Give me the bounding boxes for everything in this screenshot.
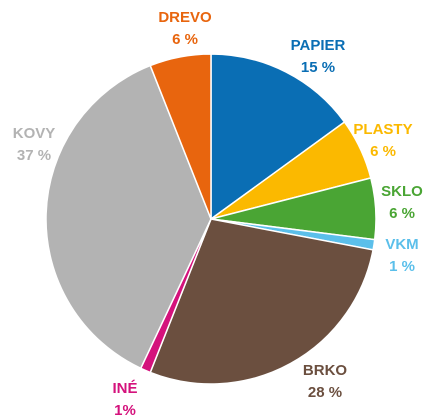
slice-value-label: 1 % bbox=[389, 258, 415, 275]
slice-value-label: 6 % bbox=[389, 205, 415, 222]
slice-label: VKM bbox=[385, 236, 418, 253]
slice-value-label: 6 % bbox=[370, 143, 396, 160]
slice-label: INÉ bbox=[112, 380, 137, 397]
slice-value-label: 1% bbox=[114, 402, 136, 416]
slice-value-label: 28 % bbox=[308, 384, 342, 401]
slice-label: PLASTY bbox=[353, 121, 412, 138]
slice-label: SKLO bbox=[381, 183, 423, 200]
pie-slice bbox=[149, 53, 212, 220]
slice-value-label: 6 % bbox=[172, 31, 198, 48]
slice-label: KOVY bbox=[13, 125, 56, 142]
pie-slice bbox=[45, 64, 212, 370]
pie-slice bbox=[210, 53, 346, 221]
slice-value-label: 15 % bbox=[301, 59, 335, 76]
slice-label: DREVO bbox=[158, 9, 212, 26]
slice-label: PAPIER bbox=[291, 37, 346, 54]
slice-label: BRKO bbox=[303, 362, 347, 379]
slice-value-label: 37 % bbox=[17, 147, 51, 164]
pie-slice bbox=[149, 218, 374, 385]
